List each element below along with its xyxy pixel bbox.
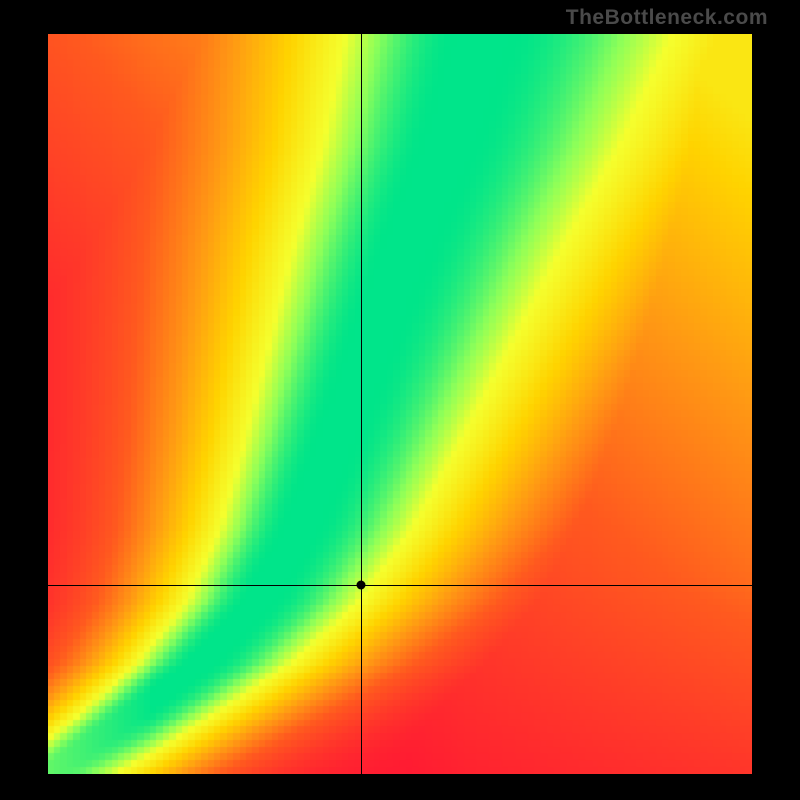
heatmap-canvas — [48, 34, 752, 774]
figure-outer: TheBottleneck.com — [0, 0, 800, 800]
watermark-text: TheBottleneck.com — [566, 6, 768, 30]
heatmap-plot — [48, 34, 752, 774]
crosshair-vertical — [361, 34, 362, 774]
crosshair-dot — [357, 581, 366, 590]
crosshair-horizontal — [48, 585, 752, 586]
